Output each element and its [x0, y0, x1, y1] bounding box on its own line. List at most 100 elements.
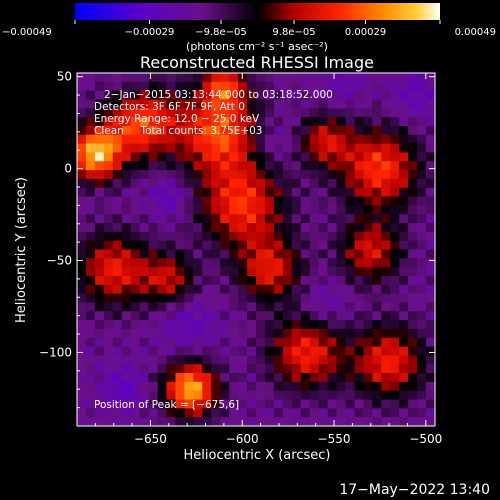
heatmap-cell — [417, 196, 427, 206]
heatmap-cell — [94, 408, 105, 418]
heatmap-cell — [94, 143, 105, 154]
heatmap-cell — [157, 90, 168, 101]
heatmap-cell — [130, 258, 141, 268]
heatmap-cell — [309, 178, 320, 189]
heatmap-cell — [220, 373, 230, 383]
heatmap-cell — [77, 381, 87, 392]
heatmap-cell — [148, 364, 159, 374]
heatmap-cell — [238, 117, 248, 127]
heatmap-cell — [139, 328, 150, 339]
heatmap-cell — [426, 373, 435, 383]
heatmap-cell — [256, 373, 266, 383]
heatmap-cell — [309, 311, 320, 321]
heatmap-cell — [220, 346, 230, 356]
heatmap-cell — [184, 355, 194, 365]
heatmap-cell — [300, 214, 311, 224]
heatmap-cell — [175, 346, 185, 356]
heatmap-cell — [103, 81, 114, 92]
heatmap-cell — [291, 258, 302, 268]
heatmap-cell — [354, 355, 364, 365]
heatmap-cell — [193, 178, 203, 189]
heatmap-cell — [220, 364, 230, 374]
heatmap-cell — [229, 117, 239, 127]
heatmap-cell — [327, 90, 338, 101]
heatmap-cell — [166, 125, 177, 136]
heatmap-cell — [282, 196, 293, 206]
heatmap-cell — [247, 311, 257, 321]
x-tick-label: −650 — [134, 432, 167, 446]
heatmap-cell — [264, 73, 275, 83]
heatmap-cell — [363, 408, 373, 418]
heatmap-cell — [148, 90, 159, 101]
heatmap-cell — [211, 408, 221, 418]
heatmap-cell — [247, 275, 257, 286]
heatmap-cell — [426, 187, 435, 198]
heatmap-cell — [184, 125, 194, 136]
heatmap-cell — [363, 108, 373, 118]
heatmap-cell — [85, 134, 96, 145]
heatmap-cell — [238, 320, 248, 330]
heatmap-cell — [184, 302, 194, 312]
heatmap-cell — [417, 399, 427, 409]
heatmap-cell — [157, 311, 168, 321]
heatmap-cell — [175, 152, 185, 162]
heatmap-cell — [372, 320, 382, 330]
heatmap-cell — [363, 170, 373, 180]
heatmap-cell — [121, 302, 132, 312]
heatmap-cell — [408, 399, 418, 409]
heatmap-cell — [417, 90, 427, 101]
heatmap-cell — [318, 73, 329, 83]
heatmap-cell — [211, 196, 221, 206]
heatmap-cell — [157, 275, 168, 286]
heatmap-cell — [300, 196, 311, 206]
heatmap-cell — [220, 231, 230, 242]
heatmap-cell — [184, 81, 194, 92]
heatmap-cell — [94, 302, 105, 312]
heatmap-cell — [112, 373, 123, 383]
heatmap-cell — [372, 196, 382, 206]
heatmap-cell — [94, 249, 105, 259]
heatmap-cell — [148, 170, 159, 180]
heatmap-cell — [211, 399, 221, 409]
heatmap-cell — [417, 320, 427, 330]
heatmap-cell — [264, 161, 275, 171]
heatmap-cell — [175, 249, 185, 259]
heatmap-cell — [175, 73, 185, 83]
heatmap-cell — [229, 390, 239, 401]
heatmap-cell — [139, 302, 150, 312]
heatmap-cell — [238, 108, 248, 118]
heatmap-cell — [291, 187, 302, 198]
heatmap-cell — [139, 373, 150, 383]
heatmap-cell — [175, 90, 185, 101]
heatmap-cell — [264, 117, 275, 127]
heatmap-cell — [327, 170, 338, 180]
heatmap-cell — [121, 311, 132, 321]
heatmap-cell — [77, 134, 87, 145]
heatmap-cell — [273, 373, 284, 383]
heatmap-cell — [94, 320, 105, 330]
heatmap-cell — [85, 223, 96, 233]
heatmap-cell — [130, 152, 141, 162]
heatmap-cell — [345, 249, 356, 259]
heatmap-cell — [300, 267, 311, 277]
heatmap-cell — [318, 170, 329, 180]
heatmap-cell — [336, 196, 347, 206]
heatmap-cell — [417, 81, 427, 92]
heatmap-cell — [175, 284, 185, 295]
heatmap-cell — [309, 258, 320, 268]
heatmap-cell — [211, 99, 221, 109]
heatmap-cell — [121, 134, 132, 145]
heatmap-cell — [94, 373, 105, 383]
heatmap-cell — [273, 311, 284, 321]
heatmap-cell — [282, 311, 293, 321]
heatmap-cell — [175, 99, 185, 109]
heatmap-cell — [408, 258, 418, 268]
heatmap-cell — [354, 417, 364, 426]
heatmap-cell — [139, 240, 150, 251]
heatmap-cell — [112, 337, 123, 348]
heatmap-cell — [193, 381, 203, 392]
heatmap-cell — [211, 214, 221, 224]
heatmap-cell — [363, 390, 373, 401]
heatmap-cell — [291, 337, 302, 348]
heatmap-cell — [336, 346, 347, 356]
